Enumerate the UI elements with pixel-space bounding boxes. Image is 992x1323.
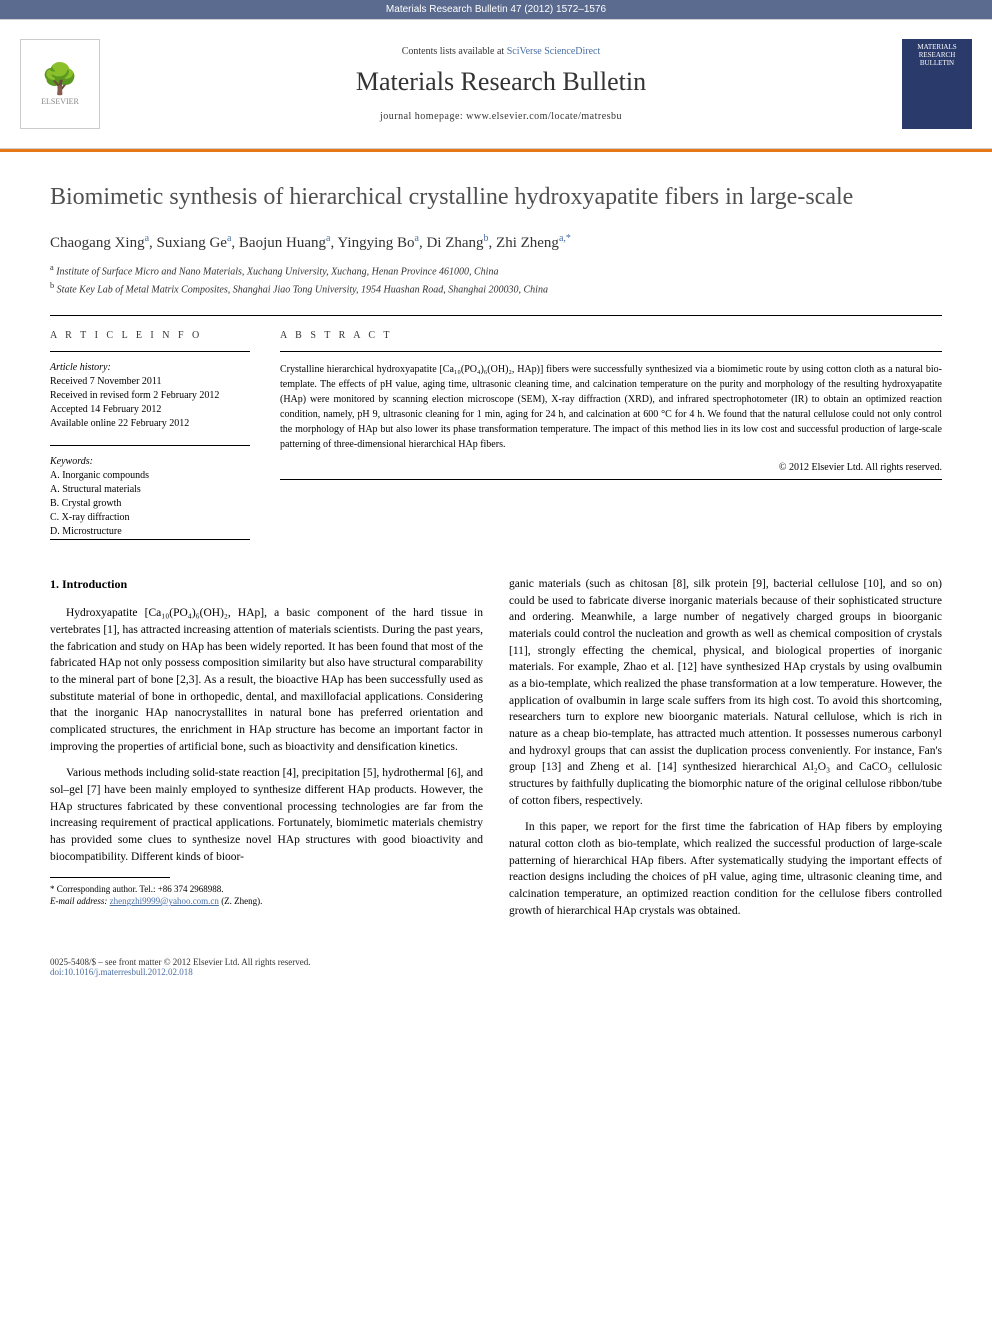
divider bbox=[280, 479, 942, 480]
author[interactable]: Baojun Huanga bbox=[239, 235, 331, 251]
abstract-column: A B S T R A C T Crystalline hierarchical… bbox=[280, 330, 942, 539]
section-heading: 1. Introduction bbox=[50, 576, 483, 593]
keywords-label: Keywords: bbox=[50, 456, 250, 467]
body-paragraph: In this paper, we report for the first t… bbox=[509, 819, 942, 919]
history-line: Received in revised form 2 February 2012 bbox=[50, 389, 250, 403]
author[interactable]: Di Zhangb bbox=[426, 235, 488, 251]
affiliation: b State Key Lab of Metal Matrix Composit… bbox=[50, 280, 942, 297]
history-line: Accepted 14 February 2012 bbox=[50, 403, 250, 417]
divider bbox=[50, 351, 250, 352]
cover-text: MATERIALS RESEARCH BULLETIN bbox=[906, 43, 968, 67]
history-lines: Received 7 November 2011 Received in rev… bbox=[50, 375, 250, 431]
journal-cover-thumbnail[interactable]: MATERIALS RESEARCH BULLETIN bbox=[902, 39, 972, 129]
body-paragraph: ganic materials (such as chitosan [8], s… bbox=[509, 576, 942, 809]
email-link[interactable]: zhengzhi9999@yahoo.com.cn bbox=[110, 896, 219, 906]
divider bbox=[50, 539, 250, 540]
author[interactable]: Suxiang Gea bbox=[157, 235, 232, 251]
keyword: A. Inorganic compounds bbox=[50, 469, 250, 483]
article-info-heading: A R T I C L E I N F O bbox=[50, 330, 250, 341]
keyword: D. Microstructure bbox=[50, 525, 250, 539]
keyword: B. Crystal growth bbox=[50, 497, 250, 511]
history-label: Article history: bbox=[50, 362, 250, 373]
page-header-citation: Materials Research Bulletin 47 (2012) 15… bbox=[0, 0, 992, 19]
email-label: E-mail address: bbox=[50, 896, 110, 906]
email-suffix: (Z. Zheng). bbox=[219, 896, 262, 906]
publisher-name: ELSEVIER bbox=[41, 97, 79, 106]
author[interactable]: Chaogang Xinga bbox=[50, 235, 149, 251]
article-info-column: A R T I C L E I N F O Article history: R… bbox=[50, 330, 250, 539]
footnotes: * Corresponding author. Tel.: +86 374 29… bbox=[50, 884, 483, 907]
affiliations: a Institute of Surface Micro and Nano Ma… bbox=[50, 262, 942, 297]
corresponding-author-note: * Corresponding author. Tel.: +86 374 29… bbox=[50, 884, 483, 896]
email-line: E-mail address: zhengzhi9999@yahoo.com.c… bbox=[50, 896, 483, 908]
homepage-prefix: journal homepage: bbox=[380, 111, 466, 122]
article-header-block: Biomimetic synthesis of hierarchical cry… bbox=[0, 152, 992, 566]
footnote-separator bbox=[50, 877, 170, 878]
contents-available-line: Contents lists available at SciVerse Sci… bbox=[100, 46, 902, 57]
corresponding-marker: * bbox=[566, 233, 571, 244]
body-paragraph: Hydroxyapatite [Ca₁₀(PO₄)₆(OH)₂, HAp], a… bbox=[50, 605, 483, 755]
divider bbox=[50, 315, 942, 316]
body-column-right: ganic materials (such as chitosan [8], s… bbox=[509, 576, 942, 929]
keyword: A. Structural materials bbox=[50, 483, 250, 497]
abstract-heading: A B S T R A C T bbox=[280, 330, 942, 341]
abstract-text: Crystalline hierarchical hydroxyapatite … bbox=[280, 362, 942, 452]
contents-prefix: Contents lists available at bbox=[402, 46, 507, 57]
banner-center: Contents lists available at SciVerse Sci… bbox=[100, 46, 902, 122]
author[interactable]: Zhi Zhenga,* bbox=[496, 235, 571, 251]
body-two-columns: 1. Introduction Hydroxyapatite [Ca₁₀(PO₄… bbox=[0, 566, 992, 949]
divider bbox=[50, 445, 250, 446]
abstract-copyright: © 2012 Elsevier Ltd. All rights reserved… bbox=[280, 462, 942, 473]
front-matter-line: 0025-5408/$ – see front matter © 2012 El… bbox=[50, 957, 942, 967]
page-footer: 0025-5408/$ – see front matter © 2012 El… bbox=[0, 949, 992, 997]
body-column-left: 1. Introduction Hydroxyapatite [Ca₁₀(PO₄… bbox=[50, 576, 483, 929]
author[interactable]: Yingying Boa bbox=[337, 235, 419, 251]
citation-text: Materials Research Bulletin 47 (2012) 15… bbox=[386, 4, 606, 15]
divider bbox=[280, 351, 942, 352]
history-line: Received 7 November 2011 bbox=[50, 375, 250, 389]
authors-line: Chaogang Xinga, Suxiang Gea, Baojun Huan… bbox=[50, 233, 942, 252]
journal-name: Materials Research Bulletin bbox=[100, 67, 902, 97]
elsevier-tree-icon: 🌳 bbox=[41, 62, 78, 97]
affiliation: a Institute of Surface Micro and Nano Ma… bbox=[50, 262, 942, 279]
homepage-url[interactable]: www.elsevier.com/locate/matresbu bbox=[466, 111, 622, 122]
history-line: Available online 22 February 2012 bbox=[50, 417, 250, 431]
doi-link[interactable]: doi:10.1016/j.materresbull.2012.02.018 bbox=[50, 967, 193, 977]
journal-banner: 🌳 ELSEVIER Contents lists available at S… bbox=[0, 19, 992, 149]
article-title: Biomimetic synthesis of hierarchical cry… bbox=[50, 182, 942, 213]
sciencedirect-link[interactable]: SciVerse ScienceDirect bbox=[507, 46, 601, 57]
elsevier-logo[interactable]: 🌳 ELSEVIER bbox=[20, 39, 100, 129]
journal-homepage-line: journal homepage: www.elsevier.com/locat… bbox=[100, 111, 902, 122]
keyword: C. X-ray diffraction bbox=[50, 511, 250, 525]
keywords-lines: A. Inorganic compounds A. Structural mat… bbox=[50, 469, 250, 539]
body-paragraph: Various methods including solid-state re… bbox=[50, 765, 483, 865]
info-abstract-row: A R T I C L E I N F O Article history: R… bbox=[50, 330, 942, 539]
